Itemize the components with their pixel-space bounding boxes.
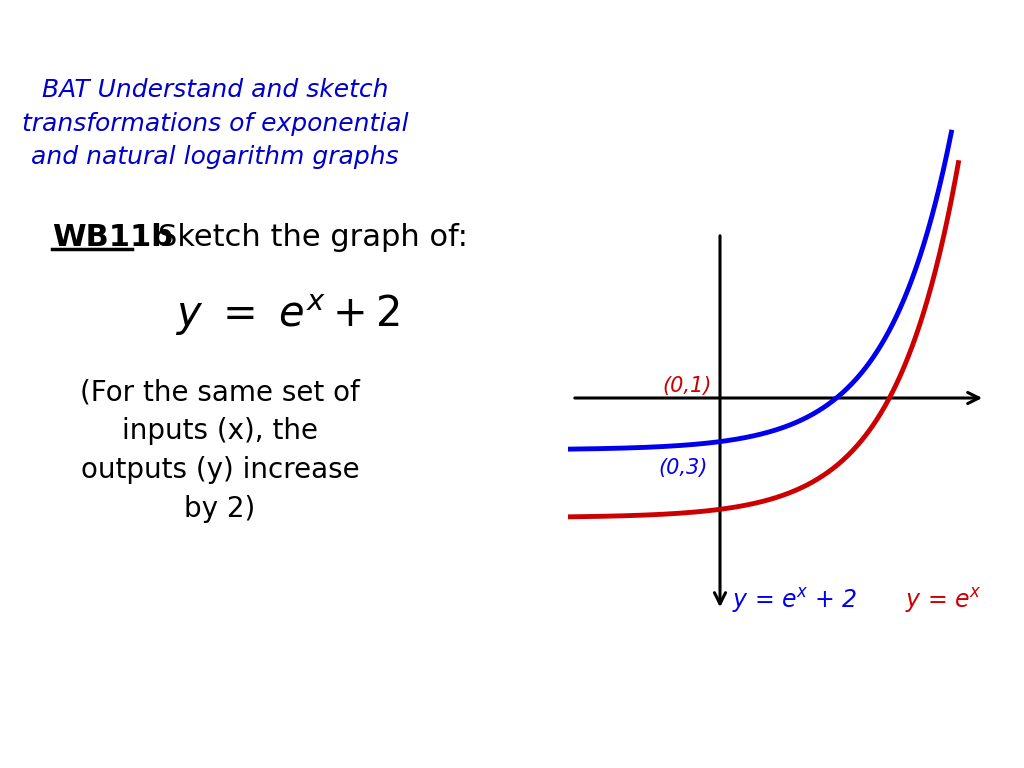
Text: y = e$^x$ + 2: y = e$^x$ + 2 [732,586,857,615]
Text: Sketch the graph of:: Sketch the graph of: [158,223,468,252]
Text: (For the same set of
inputs (x), the
outputs (y) increase
by 2): (For the same set of inputs (x), the out… [80,378,359,523]
Text: $y\ =\ e^x + 2$: $y\ =\ e^x + 2$ [175,293,400,338]
Text: BAT Understand and sketch
transformations of exponential
and natural logarithm g: BAT Understand and sketch transformation… [22,78,409,169]
Text: (0,1): (0,1) [663,376,712,396]
Text: (0,3): (0,3) [658,458,708,478]
Text: WB11b: WB11b [52,223,173,252]
Text: y = e$^x$: y = e$^x$ [905,586,981,615]
